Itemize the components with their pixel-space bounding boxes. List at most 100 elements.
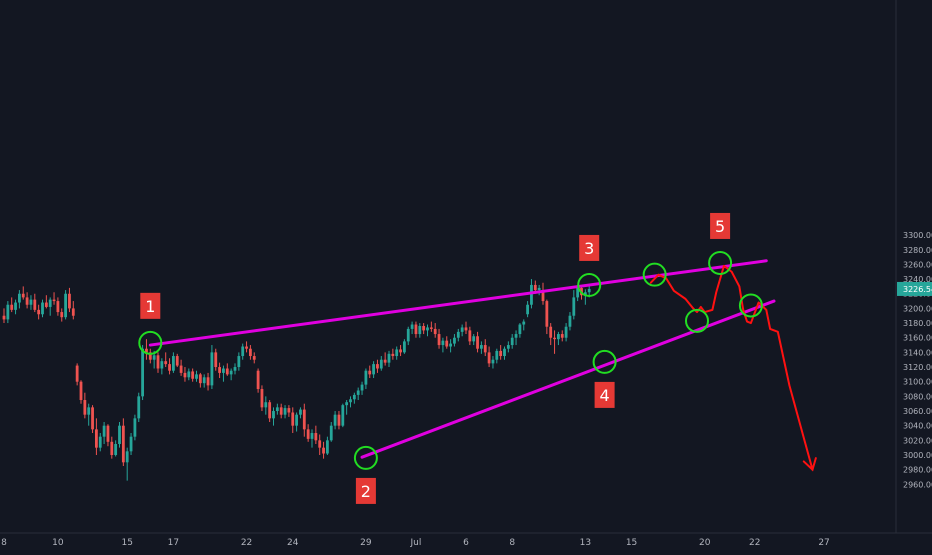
candle-body	[541, 290, 545, 302]
wave-marker-circle	[685, 308, 709, 333]
y-axis-tick-label: 3060.00	[903, 407, 932, 416]
candle-body	[156, 355, 160, 369]
candle-body	[306, 429, 310, 439]
candle-body	[433, 328, 437, 335]
candle-body	[41, 302, 44, 315]
candle-body	[345, 402, 349, 406]
candle-body	[14, 302, 17, 310]
candle-body	[79, 381, 83, 401]
x-axis-tick-label: 20	[699, 538, 711, 548]
candle-body	[95, 429, 98, 448]
candle-body	[71, 308, 75, 316]
last-price-tag	[897, 281, 932, 296]
y-axis-tick-label: 2960.00	[903, 480, 932, 489]
y-axis-tick-label: 3200.00	[903, 304, 932, 313]
y-axis-tick-label: 3080.00	[903, 392, 932, 401]
candle-body	[333, 414, 337, 426]
candle-body	[483, 345, 487, 353]
y-axis-tick-label: 3180.00	[903, 319, 932, 328]
candle-body	[495, 350, 499, 360]
wave-marker-circle	[353, 445, 378, 470]
wave-marker-circle	[577, 272, 602, 297]
candle-body	[545, 301, 549, 327]
candle-body	[314, 433, 318, 441]
candle-body	[114, 444, 118, 455]
wave-marker-circle	[592, 349, 617, 374]
candle-body	[75, 365, 79, 382]
wave-label-box	[579, 234, 600, 261]
y-axis-tick-label: 3120.00	[903, 363, 932, 372]
x-axis-tick-label: 15	[121, 538, 132, 548]
candle-body	[383, 359, 387, 363]
wave-marker-circle	[642, 262, 667, 287]
candle-body	[395, 349, 399, 357]
candle-body	[503, 348, 506, 357]
candle-body	[429, 327, 433, 329]
wave-label-box	[355, 477, 376, 504]
projection-arrowhead	[802, 457, 817, 472]
candle-body	[453, 337, 456, 344]
candle-body	[283, 408, 287, 415]
x-axis-tick-label: 27	[818, 538, 829, 548]
projection-line	[649, 264, 814, 471]
candle-body	[568, 315, 572, 327]
candle-body	[179, 365, 183, 373]
candle-body	[549, 326, 553, 338]
wave-label-2: 2	[361, 482, 371, 501]
x-axis-tick-label: 6	[463, 538, 469, 548]
y-axis-tick-label: 3280.00	[903, 246, 932, 255]
x-axis-tick-label: 8	[509, 538, 515, 548]
candle-body	[214, 352, 218, 368]
candle-body	[518, 324, 522, 335]
candles-group	[2, 279, 591, 481]
y-axis-tick-label: 3100.00	[903, 378, 932, 387]
candle-body	[152, 355, 156, 360]
candle-body	[510, 337, 514, 346]
candle-body	[364, 370, 368, 385]
candle-body	[160, 361, 164, 369]
candle-body	[464, 327, 468, 331]
candle-body	[410, 324, 414, 329]
candle-body	[310, 433, 314, 439]
candle-body	[557, 334, 560, 340]
candle-body	[191, 371, 195, 379]
candle-body	[587, 288, 591, 293]
candle-body	[391, 353, 395, 357]
wave-label-4: 4	[600, 386, 610, 405]
candle-body	[52, 299, 56, 302]
candle-body	[198, 374, 202, 384]
candle-body	[172, 356, 175, 371]
candle-body	[299, 409, 302, 415]
candle-body	[264, 402, 268, 408]
wave-label-1: 1	[145, 297, 155, 316]
candle-body	[403, 341, 406, 353]
y-axis-tick-label: 3160.00	[903, 334, 932, 343]
candle-body	[6, 304, 10, 320]
candle-body	[25, 297, 29, 305]
candle-body	[491, 359, 495, 364]
wave-label-5: 5	[715, 217, 725, 236]
candle-body	[125, 451, 129, 463]
candle-body	[349, 399, 352, 403]
candle-body	[83, 400, 87, 415]
y-axis-tick-label: 3020.00	[903, 436, 932, 445]
candle-body	[560, 334, 564, 338]
candle-body	[287, 408, 291, 413]
candle-body	[368, 370, 372, 375]
candle-body	[133, 418, 137, 437]
candle-body	[337, 414, 341, 426]
x-axis-tick-label: 24	[287, 538, 299, 548]
candle-body	[537, 287, 541, 291]
wave-marker-circle	[708, 250, 733, 275]
candle-body	[291, 412, 295, 426]
candle-body	[456, 331, 460, 338]
candle-body	[68, 293, 71, 309]
candle-body	[102, 425, 106, 437]
candle-body	[406, 328, 410, 342]
candle-body	[168, 364, 171, 371]
candle-body	[476, 336, 479, 349]
x-axis-tick-label: Jul	[410, 538, 422, 548]
candle-body	[418, 325, 422, 335]
candle-body	[426, 327, 429, 331]
last-price-label: 3226.54	[903, 285, 932, 294]
